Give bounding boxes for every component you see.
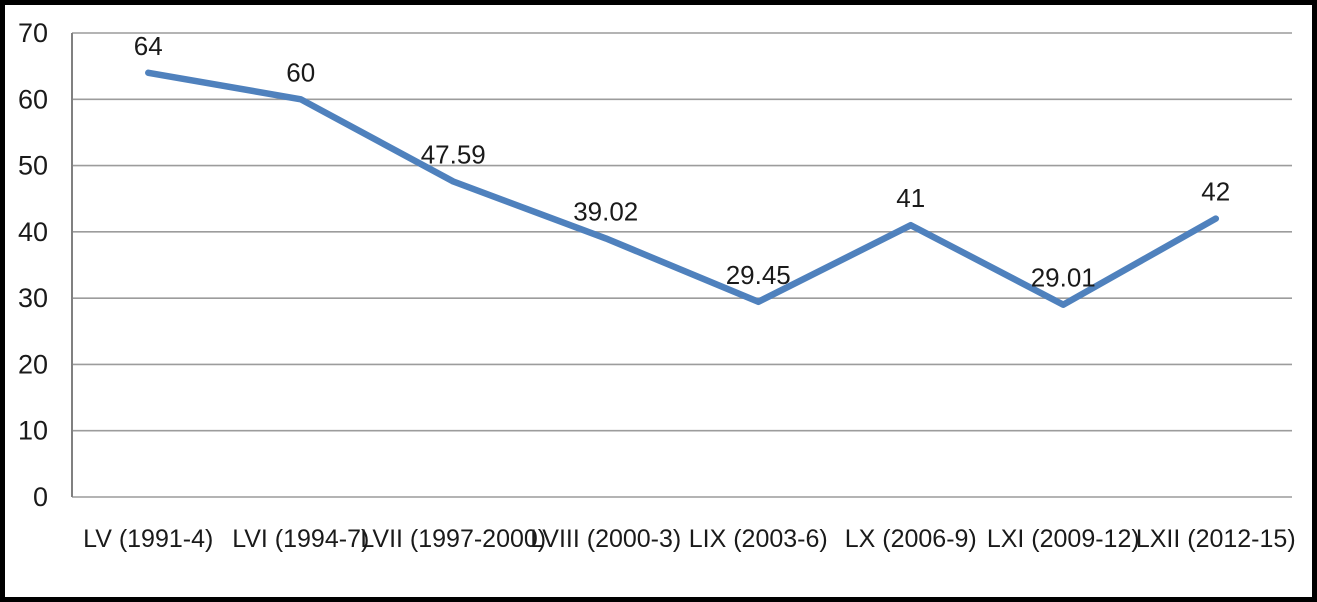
gridlines <box>72 32 1292 498</box>
y-axis-labels: 0 10 20 30 40 50 60 70 <box>18 18 48 512</box>
data-label: 29.45 <box>726 260 791 290</box>
y-tick-label: 30 <box>18 283 48 313</box>
x-tick-label: LV (1991-4) <box>83 525 213 553</box>
y-tick-label: 0 <box>33 482 48 512</box>
x-tick-label: LX (2006-9) <box>845 525 977 553</box>
x-tick-label: LVI (1994-7) <box>232 525 369 553</box>
data-label: 64 <box>134 31 163 61</box>
data-label: 39.02 <box>573 196 638 226</box>
x-axis-labels: LV (1991-4) LVI (1994-7)LVII (1997-2000)L… <box>83 525 1296 553</box>
data-label: 47.59 <box>421 140 486 170</box>
x-tick-label: LVII (1997-2000) <box>360 525 546 553</box>
y-tick-label: 20 <box>18 349 48 379</box>
y-tick-label: 60 <box>18 84 48 114</box>
x-tick-label: LIX (2003-6) <box>689 525 828 553</box>
y-tick-label: 70 <box>18 18 48 48</box>
data-label: 60 <box>286 57 315 87</box>
y-tick-label: 10 <box>18 416 48 446</box>
x-tick-label: LXI (2009-12) <box>987 525 1140 553</box>
data-label: 41 <box>896 183 925 213</box>
series-line <box>145 69 1220 308</box>
y-tick-label: 40 <box>18 217 48 247</box>
data-label: 29.01 <box>1031 263 1096 293</box>
y-tick-label: 50 <box>18 151 48 181</box>
data-labels: 64 60 47.59 39.02 29.45 41 29.01 42 <box>134 31 1230 293</box>
data-label: 42 <box>1201 177 1230 207</box>
x-tick-label: LXII (2012-15) <box>1136 525 1296 553</box>
x-tick-label: LVIII (2000-3) <box>530 525 681 553</box>
